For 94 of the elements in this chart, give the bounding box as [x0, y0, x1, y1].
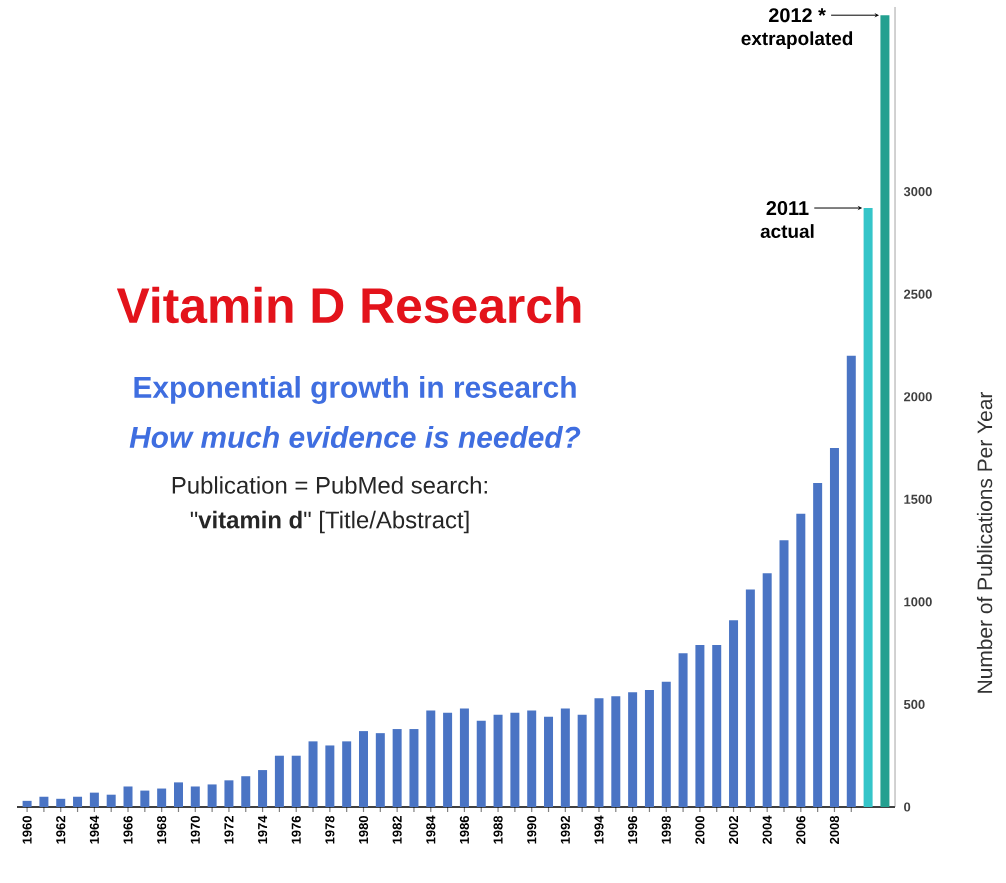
bar — [762, 573, 772, 807]
bar — [695, 644, 705, 807]
bar — [796, 513, 806, 807]
bar — [628, 692, 638, 807]
bar — [426, 710, 436, 807]
bar — [308, 741, 318, 807]
x-tick-label: 1968 — [157, 815, 167, 844]
bar — [258, 770, 268, 807]
bar — [56, 798, 66, 807]
annotation: Publication = PubMed search: — [172, 476, 487, 494]
x-tick-label: 2006 — [796, 815, 806, 844]
annotation: 2012 * — [768, 8, 826, 23]
x-tick-label: 1986 — [459, 815, 469, 844]
bar — [224, 780, 234, 807]
bar — [510, 712, 520, 807]
bar — [274, 755, 284, 807]
bar — [359, 731, 368, 807]
bar — [22, 800, 32, 807]
bar — [459, 708, 469, 807]
x-tick-label: 1990 — [527, 816, 537, 844]
bar — [544, 716, 554, 807]
bar — [140, 790, 150, 807]
bar — [661, 681, 671, 807]
x-tick-label: 1962 — [56, 816, 66, 844]
x-tick-label: 1976 — [291, 815, 301, 844]
bar — [493, 714, 503, 807]
y-tick-label: 0 — [904, 802, 911, 812]
bar — [678, 653, 688, 807]
bar — [644, 690, 654, 807]
y-tick-label: 3000 — [903, 187, 932, 197]
y-tick-label: 1000 — [904, 597, 932, 607]
bar — [813, 482, 823, 807]
x-tick-label: 1970 — [190, 816, 200, 844]
x-tick-label: 1982 — [392, 816, 402, 844]
annotation: How much evidence is needed? — [129, 426, 581, 448]
x-tick-label: 1980 — [358, 816, 369, 844]
annotation: 2011 — [766, 200, 809, 216]
text: Vitamin D Research — [116, 286, 581, 324]
y-tick-label: 500 — [903, 699, 925, 710]
x-tick-label: 2008 — [829, 815, 840, 844]
annotation: extrapolated — [741, 31, 853, 49]
bar — [712, 644, 722, 807]
y-tick-label: 1500 — [904, 494, 932, 504]
x-tick-label: 1998 — [661, 815, 671, 844]
bar — [392, 729, 402, 807]
bar — [173, 782, 183, 807]
bar — [39, 796, 49, 807]
bar — [89, 792, 99, 807]
bar — [880, 15, 890, 807]
bar — [375, 733, 385, 807]
y-tick-label: 2000 — [903, 392, 932, 402]
bar — [157, 788, 167, 807]
bar — [476, 720, 486, 807]
x-tick-label: 1992 — [560, 816, 570, 844]
annotation: actual — [760, 224, 814, 239]
bar — [829, 448, 839, 807]
bar — [291, 755, 301, 807]
x-tick-label: 2000 — [695, 816, 705, 844]
x-tick-label: 1960 — [22, 816, 32, 844]
bar — [560, 708, 570, 807]
x-tick-label: 1978 — [325, 815, 335, 844]
bar — [409, 729, 419, 807]
bar — [342, 741, 352, 807]
bar — [846, 355, 856, 807]
bar — [207, 784, 217, 807]
bar — [527, 710, 537, 807]
bar — [241, 776, 251, 807]
bar — [779, 540, 789, 807]
y-tick-label: 2500 — [903, 289, 932, 299]
bar — [190, 786, 200, 807]
bar — [73, 796, 83, 807]
bar — [863, 208, 873, 807]
bar — [745, 589, 755, 807]
bar — [443, 712, 453, 807]
x-tick-label: 1988 — [493, 815, 503, 844]
y-axis-title: Number of Publications Per Year — [976, 392, 993, 693]
x-tick-label: 2004 — [762, 815, 772, 844]
bar — [106, 794, 116, 807]
text: Exponential growth in research — [134, 376, 576, 404]
x-tick-label: 2002 — [728, 816, 739, 844]
x-tick-label: 1972 — [224, 816, 234, 844]
bar — [611, 696, 621, 807]
annotation: "vitamin d" [Title/Abstract] — [190, 510, 469, 534]
x-tick-label: 1994 — [594, 815, 604, 844]
bar — [577, 714, 587, 807]
x-tick-label: 1964 — [89, 815, 99, 844]
bar — [729, 620, 739, 807]
bar — [594, 698, 604, 807]
x-tick-label: 1996 — [628, 815, 638, 844]
bar — [325, 745, 335, 807]
x-tick-label: 1984 — [426, 815, 436, 844]
x-tick-label: 1974 — [257, 815, 268, 844]
bar — [123, 786, 133, 807]
x-tick-label: 1966 — [123, 815, 133, 844]
